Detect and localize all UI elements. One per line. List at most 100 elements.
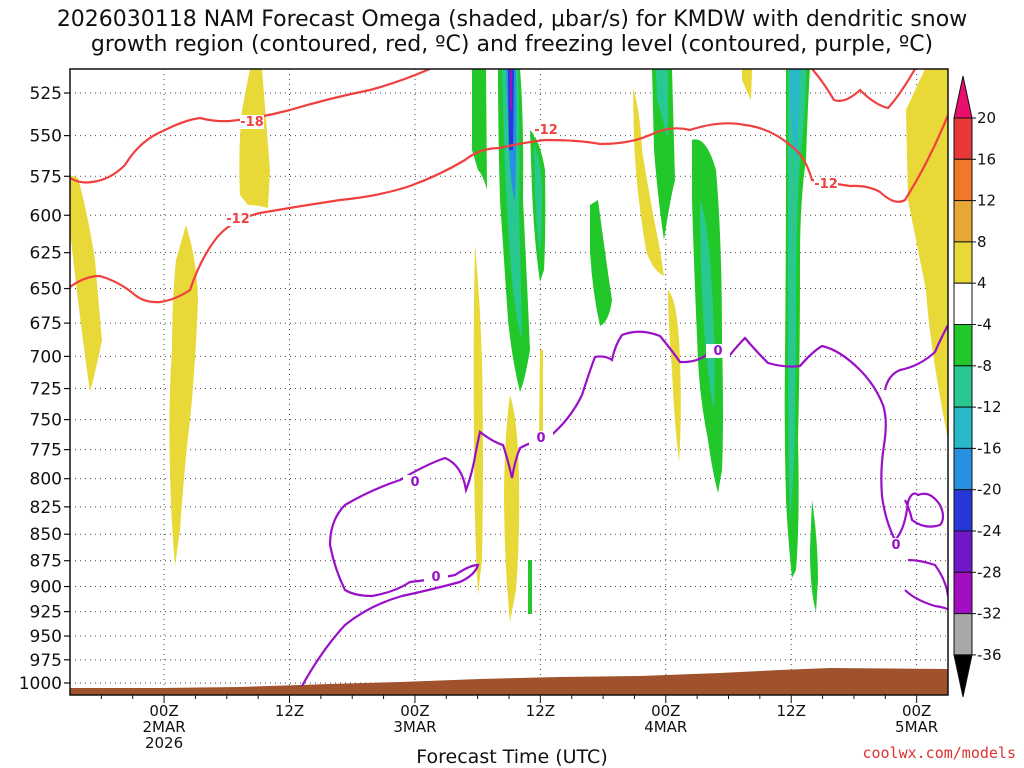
omega-area: [528, 560, 532, 614]
x-axis-title: Forecast Time (UTC): [416, 746, 608, 768]
colorbar-label: -32: [977, 605, 1002, 623]
colorbar-segment: [953, 406, 973, 449]
contour-label-bg: [424, 570, 448, 584]
colorbar-label: -8: [977, 357, 992, 375]
colorbar-label: 20: [977, 109, 996, 127]
colorbar-label: -24: [977, 522, 1002, 540]
omega-area: [539, 350, 543, 440]
colorbar-segment: [953, 158, 973, 202]
contour-label: -18: [240, 115, 264, 130]
freezing-level-contours: [301, 324, 948, 687]
omega-shading-positive: [70, 69, 948, 622]
colorbar-label: 12: [977, 192, 996, 210]
contour-label: -12: [534, 123, 558, 138]
y-tick-label: 550: [30, 127, 62, 147]
x-tick-label: 4MAR: [644, 718, 687, 736]
dgz-contour-minus18: [70, 69, 433, 184]
freezing-contour-lower: [904, 558, 948, 611]
colorbar-label: 8: [977, 233, 987, 251]
y-tick-label: 525: [30, 84, 62, 104]
colorbar-label: 4: [977, 274, 987, 292]
contour-label: 0: [536, 431, 545, 446]
y-tick-label: 875: [30, 552, 62, 572]
omega-area: [652, 69, 675, 240]
contour-label-bg: [814, 177, 838, 191]
contour-label-bg: [226, 212, 250, 226]
y-tick-label: 625: [30, 244, 62, 264]
colorbar-label: -20: [977, 481, 1002, 499]
omega-area: [169, 225, 198, 566]
y-tick-label: 700: [30, 347, 62, 367]
y-tick-label: 950: [30, 627, 62, 647]
x-tick-label: 00Z: [149, 702, 178, 720]
colorbar-segment: [953, 282, 973, 326]
omega-area: [473, 245, 483, 595]
colorbar-segment: [953, 571, 973, 615]
contour-label: -12: [226, 212, 250, 227]
omega-area: [633, 88, 664, 276]
colorbar-label: -12: [977, 398, 1002, 416]
contour-label: 0: [431, 570, 440, 585]
contour-label-bg: [706, 344, 730, 358]
contour-label-bg: [884, 538, 908, 552]
colorbar-segment: [953, 117, 973, 160]
y-tick-label: 725: [30, 380, 62, 400]
contour-label: 0: [713, 344, 722, 359]
chart-title-line2: growth region (contoured, red, ºC) and f…: [90, 32, 934, 57]
colorbar-label: -4: [977, 316, 992, 334]
colorbar-segment: [953, 365, 973, 408]
y-tick-label: 675: [30, 314, 62, 334]
colorbar-segment: [953, 613, 973, 656]
omega-area: [70, 175, 102, 392]
contour-label: 0: [891, 538, 900, 553]
x-tick-label: 12Z: [275, 702, 304, 720]
contour-label-bg: [529, 431, 553, 445]
omega-area: [472, 69, 487, 190]
x-tick-label: 00Z: [651, 702, 680, 720]
contour-label-bg: [240, 115, 264, 129]
terrain-surface: [70, 668, 948, 695]
omega-area: [810, 500, 818, 612]
y-tick-label: 900: [30, 578, 62, 598]
colorbar: 20 16 12 8 4 -4 -8 -12 -16 -20 -24 -28 -32 -36: [953, 75, 1002, 698]
colorbar-label: -36: [977, 646, 1002, 664]
y-tick-label: 575: [30, 167, 62, 187]
colorbar-segment: [953, 654, 973, 698]
omega-area: [510, 69, 512, 110]
colorbar-segment: [953, 200, 973, 243]
omega-area: [239, 69, 270, 208]
omega-area: [790, 69, 800, 160]
x-tick-label: 12Z: [777, 702, 806, 720]
omega-area: [502, 69, 522, 340]
contour-label-bg: [403, 475, 427, 489]
x-tick-label: 00Z: [400, 702, 429, 720]
contour-label: -12: [814, 177, 838, 192]
colorbar-segment: [953, 241, 973, 284]
omega-area: [534, 145, 542, 255]
y-tick-label: 925: [30, 603, 62, 623]
y-tick-label: 1000: [19, 674, 62, 694]
omega-area: [656, 69, 668, 140]
x-tick-label: 2MAR: [142, 718, 185, 736]
omega-area: [788, 69, 806, 520]
contour-labels: -18 -12 -12 -12 0 0 0 0 0: [226, 115, 908, 585]
colorbar-segment: [953, 324, 973, 367]
y-axis: 525 550 575 600 625 650 675 700 725 750 775 800 825 8…: [19, 84, 70, 694]
x-tick-label: 12Z: [526, 702, 555, 720]
freezing-contour-right: [883, 324, 948, 391]
contour-label: 0: [410, 475, 419, 490]
y-tick-label: 975: [30, 651, 62, 671]
chart-title-line1: 2026030118 NAM Forecast Omega (shaded, μ…: [56, 7, 968, 32]
omega-area: [504, 395, 520, 622]
colorbar-segment: [953, 530, 973, 573]
x-tick-label: 3MAR: [393, 718, 436, 736]
colorbar-label: -16: [977, 439, 1002, 457]
y-tick-label: 775: [30, 441, 62, 461]
colorbar-segment: [953, 447, 973, 491]
freezing-contour-main: [301, 330, 945, 687]
colorbar-segment: [953, 489, 973, 532]
omega-shading-negative: [472, 69, 818, 614]
colorbar-segment: [953, 75, 973, 119]
